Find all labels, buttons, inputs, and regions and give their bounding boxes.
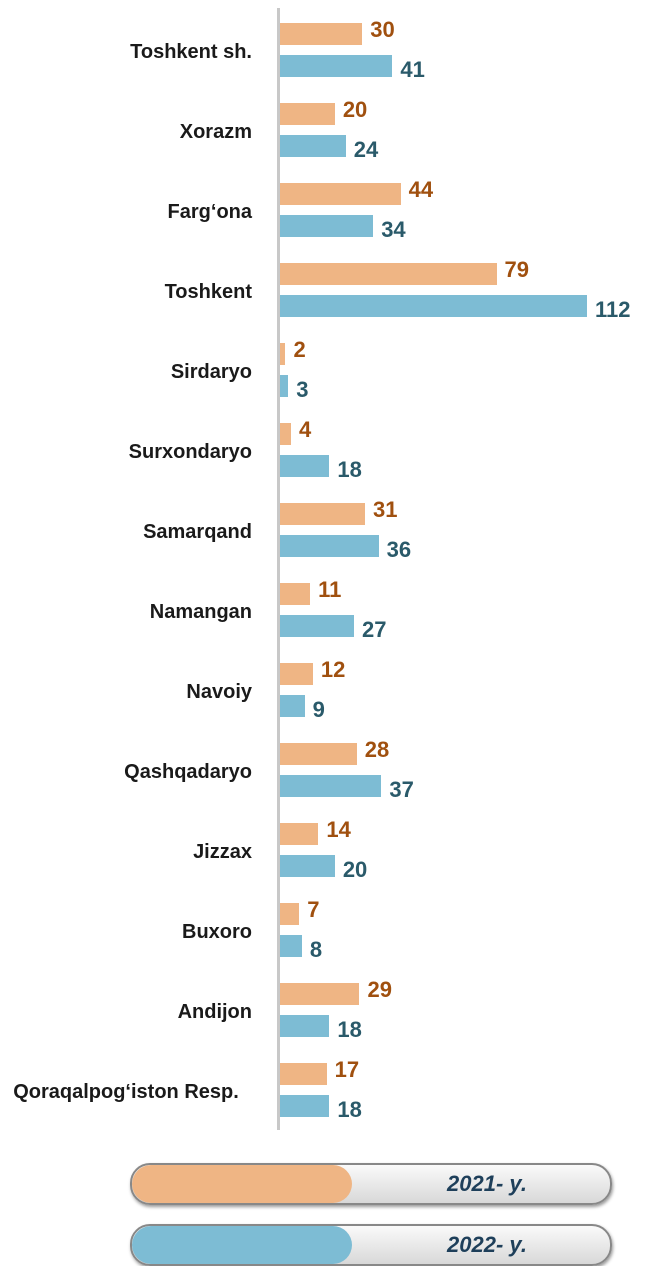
value-label: 34 [381, 217, 406, 242]
category-label: Buxoro [182, 921, 252, 943]
category-label: Andijon [177, 1001, 252, 1023]
value-label: 18 [337, 1097, 362, 1122]
value-label: 30 [370, 17, 395, 42]
value-label: 2 [293, 337, 306, 362]
category-label: Jizzax [193, 841, 252, 863]
bar [280, 423, 291, 445]
value-label: 18 [337, 457, 362, 482]
value-label: 4 [298, 417, 312, 442]
value-label: 20 [342, 97, 368, 122]
value-label: 44 [408, 177, 434, 202]
bar [280, 135, 346, 157]
legend-label: 2021- y. [447, 1171, 527, 1196]
bar [280, 1063, 327, 1085]
bar [280, 743, 357, 765]
legend-item: 2021- y. [130, 1163, 612, 1205]
value-label: 37 [389, 777, 414, 802]
bar [280, 343, 286, 365]
category-label: Surxondaryo [128, 441, 252, 463]
bar [280, 855, 335, 877]
value-label: 79 [504, 257, 530, 282]
bar [280, 215, 374, 237]
bar [280, 775, 382, 797]
value-label: 29 [367, 977, 392, 1002]
value-label: 41 [400, 57, 425, 82]
bar [280, 55, 393, 77]
value-label: 17 [334, 1057, 360, 1082]
value-label: 11 [318, 577, 342, 602]
category-label: Qoraqalpog‘iston Resp. [13, 1081, 239, 1103]
category-label: Sirdaryo [170, 361, 252, 383]
legend-swatch [132, 1165, 352, 1203]
bar [280, 503, 365, 525]
bar [280, 663, 313, 685]
bar [280, 695, 305, 717]
value-label: 7 [307, 897, 320, 922]
category-label: Toshkent [164, 281, 252, 303]
bar [280, 375, 289, 397]
category-label: Toshkent sh. [130, 41, 252, 63]
value-label: 24 [353, 137, 379, 162]
bar [280, 535, 379, 557]
bar [280, 903, 300, 925]
axis-line [277, 8, 280, 1130]
value-label: 14 [326, 817, 351, 842]
bar [280, 263, 497, 285]
value-label: 3 [296, 377, 309, 402]
bar [280, 1015, 330, 1037]
value-label: 27 [362, 617, 387, 642]
bar [280, 183, 401, 205]
bar [280, 615, 354, 637]
value-label: 8 [309, 937, 323, 962]
value-label: 112 [595, 297, 631, 322]
value-label: 9 [312, 697, 325, 722]
value-label: 18 [337, 1017, 362, 1042]
category-label: Samarqand [143, 521, 252, 543]
value-label: 28 [364, 737, 390, 762]
bar [280, 455, 330, 477]
bar [280, 1095, 330, 1117]
legend-item: 2022- y. [130, 1224, 612, 1266]
category-label: Navoiy [186, 681, 252, 703]
bar [280, 23, 363, 45]
bar [280, 295, 587, 317]
category-label: Farg‘ona [167, 201, 252, 223]
value-label: 12 [320, 657, 346, 682]
category-label: Namangan [149, 601, 252, 623]
value-label: 36 [386, 537, 412, 562]
bar [280, 103, 335, 125]
legend-swatch [132, 1226, 352, 1264]
bar [280, 935, 302, 957]
bar [280, 583, 311, 605]
category-label: Xorazm [179, 121, 252, 143]
value-label: 20 [342, 857, 368, 882]
legend-label: 2022- y. [447, 1232, 527, 1257]
category-label: Qashqadaryo [124, 761, 252, 783]
bar [280, 983, 360, 1005]
bar [280, 823, 319, 845]
value-label: 31 [372, 497, 398, 522]
